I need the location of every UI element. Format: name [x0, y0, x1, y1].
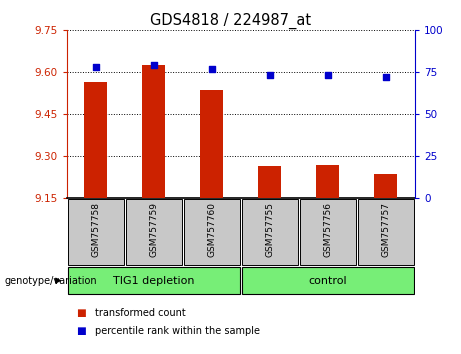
Point: [382, 74, 390, 80]
Point: [266, 73, 273, 78]
Bar: [316, 165, 339, 198]
Text: percentile rank within the sample: percentile rank within the sample: [95, 326, 260, 336]
Text: GSM757759: GSM757759: [149, 202, 159, 257]
Bar: [68, 267, 240, 294]
Point: [208, 66, 216, 72]
Bar: [84, 82, 107, 198]
Text: GDS4818 / 224987_at: GDS4818 / 224987_at: [150, 12, 311, 29]
Bar: [242, 267, 414, 294]
Bar: [300, 199, 356, 265]
Text: control: control: [308, 275, 347, 286]
Bar: [126, 199, 182, 265]
Text: ■: ■: [76, 326, 86, 336]
Bar: [258, 166, 282, 198]
Text: genotype/variation: genotype/variation: [5, 275, 97, 286]
Bar: [184, 199, 240, 265]
Bar: [242, 199, 298, 265]
Bar: [68, 199, 124, 265]
Bar: [358, 199, 414, 265]
Text: GSM757755: GSM757755: [266, 202, 274, 257]
Point: [92, 64, 100, 70]
Point: [324, 73, 331, 78]
Bar: [200, 90, 224, 198]
Text: transformed count: transformed count: [95, 308, 185, 318]
Bar: [374, 175, 397, 198]
Text: TIG1 depletion: TIG1 depletion: [113, 275, 195, 286]
Text: GSM757757: GSM757757: [381, 202, 390, 257]
Bar: [142, 65, 165, 198]
Text: ■: ■: [76, 308, 86, 318]
Text: GSM757756: GSM757756: [323, 202, 332, 257]
Point: [150, 63, 158, 68]
Text: GSM757758: GSM757758: [91, 202, 100, 257]
Text: GSM757760: GSM757760: [207, 202, 216, 257]
